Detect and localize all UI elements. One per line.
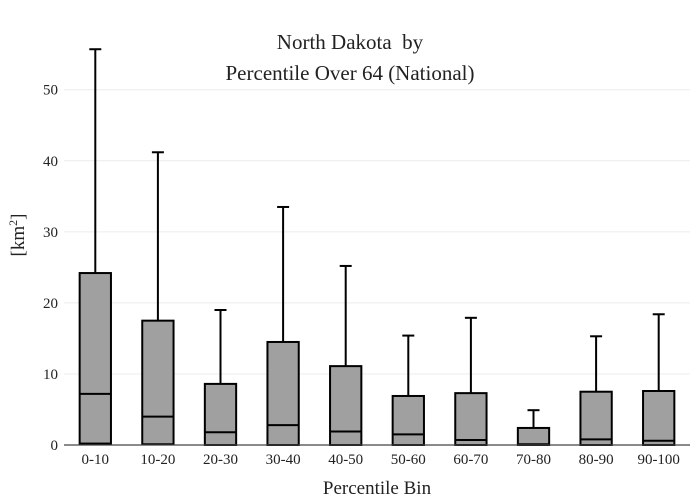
x-tick-labels: 0-10 10-20 20-30 30-40 40-50 50-60 60-70 70-80 8…	[82, 452, 680, 468]
x-tick-label: 40-50	[328, 452, 363, 468]
y-axis-title-prefix: [km	[8, 226, 29, 257]
boxes-layer	[78, 48, 676, 447]
box-iqr	[78, 272, 112, 445]
x-tick-label: 30-40	[266, 452, 301, 468]
x-tick-label: 10-20	[140, 452, 175, 468]
box-90-100	[642, 313, 676, 446]
y-tick-labels: 0 10 20 30 40 50	[43, 83, 58, 454]
chart-title-line-1: North Dakota by	[277, 30, 424, 54]
box-iqr	[579, 390, 613, 447]
box-iqr	[266, 340, 300, 447]
box-iqr	[642, 390, 676, 446]
y-axis-title: [km2]	[6, 214, 29, 257]
chart-title-line-2: Percentile Over 64 (National)	[226, 61, 475, 85]
box-80-90	[579, 335, 613, 447]
y-axis-title-suffix: ]	[8, 214, 29, 220]
box-60-70	[454, 316, 488, 447]
box-70-80	[516, 409, 551, 446]
box-iqr	[454, 392, 488, 447]
grid-layer	[64, 89, 690, 375]
box-40-50	[329, 264, 363, 447]
x-tick-label: 20-30	[203, 452, 238, 468]
box-20-30	[203, 309, 238, 447]
y-tick-label: 0	[51, 438, 59, 454]
x-tick-label: 60-70	[453, 452, 488, 468]
box-iqr	[141, 319, 175, 446]
box-0-10	[78, 48, 112, 445]
box-iqr	[391, 394, 425, 447]
y-axis-title-superscript: 2	[6, 220, 20, 226]
box-iqr	[329, 365, 363, 447]
x-tick-label: 80-90	[579, 452, 614, 468]
box-30-40	[266, 205, 300, 447]
box-iqr	[516, 426, 551, 446]
y-tick-label: 20	[43, 296, 58, 312]
x-tick-label: 0-10	[82, 452, 110, 468]
x-axis-title: Percentile Bin	[323, 478, 432, 499]
box-iqr	[203, 382, 238, 447]
y-tick-label: 10	[43, 367, 58, 383]
x-tick-label: 90-100	[637, 452, 680, 468]
y-tick-label: 30	[43, 225, 58, 241]
y-tick-label: 40	[43, 154, 58, 170]
box-50-60	[391, 334, 425, 447]
box-10-20	[141, 151, 175, 446]
y-tick-label: 50	[43, 83, 58, 99]
x-tick-label: 50-60	[391, 452, 426, 468]
x-tick-label: 70-80	[516, 452, 551, 468]
